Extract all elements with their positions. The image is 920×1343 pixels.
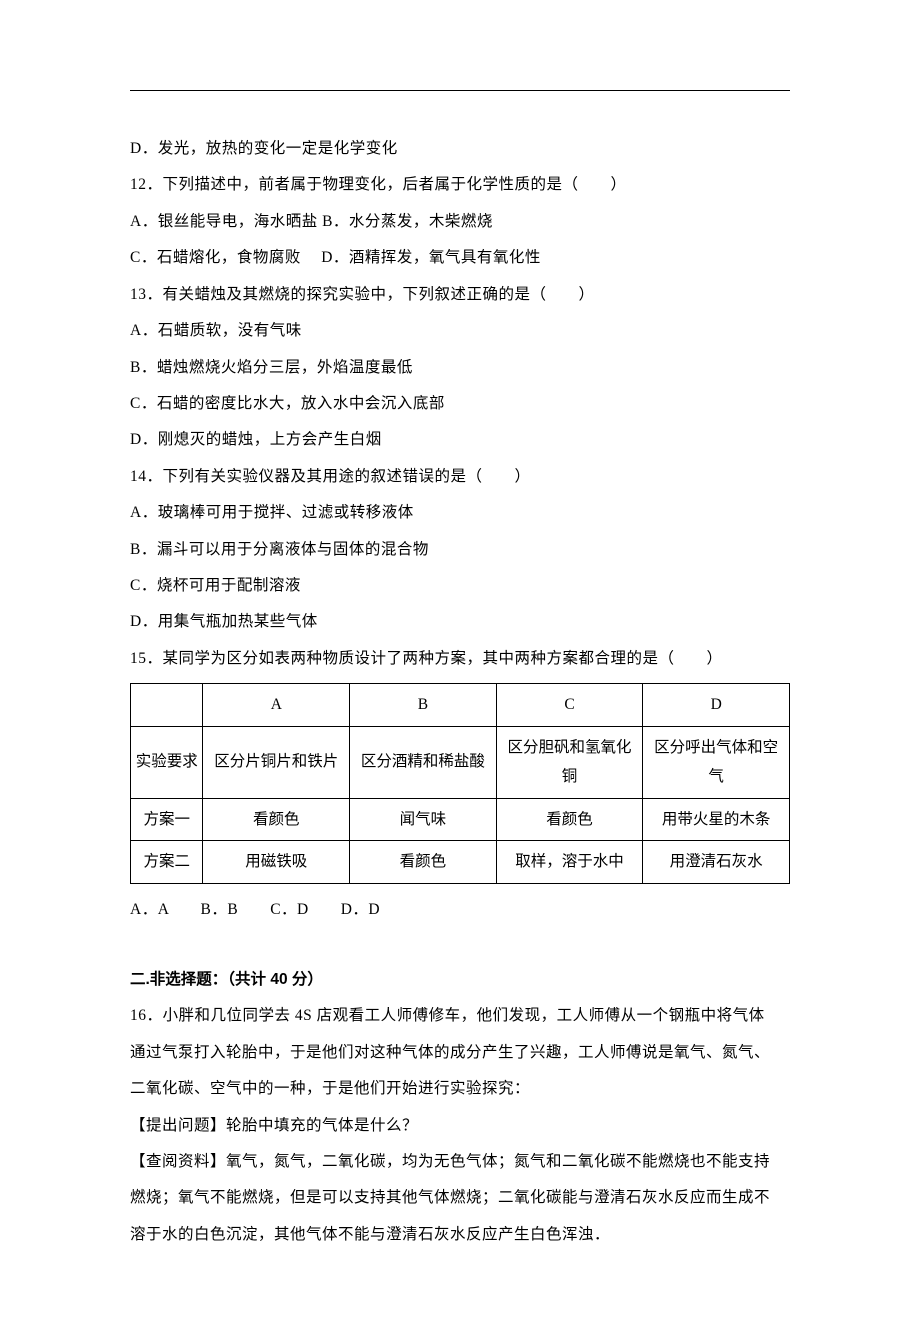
- table-cell: 区分酒精和稀盐酸: [350, 726, 497, 798]
- table-cell: 用澄清石灰水: [643, 841, 790, 883]
- table-header-cell: C: [496, 684, 643, 726]
- table-row: 方案一 看颜色 闻气味 看颜色 用带火星的木条: [131, 798, 790, 840]
- q14-option-d: D．用集气瓶加热某些气体: [130, 604, 790, 640]
- q16-line-3: 二氧化碳、空气中的一种，于是他们开始进行实验探究：: [130, 1071, 790, 1107]
- page: D．发光，放热的变化一定是化学变化 12．下列描述中，前者属于物理变化，后者属于…: [0, 0, 920, 1343]
- q12-options-cd: C．石蜡熔化，食物腐败 D．酒精挥发，氧气具有氧化性: [130, 240, 790, 276]
- q16-reference-2: 燃烧；氧气不能燃烧，但是可以支持其他气体燃烧；二氧化碳能与澄清石灰水反应而生成不: [130, 1180, 790, 1216]
- q14-option-b: B．漏斗可以用于分离液体与固体的混合物: [130, 532, 790, 568]
- table-row: A B C D: [131, 684, 790, 726]
- table-header-cell: A: [203, 684, 350, 726]
- q16-raise-question: 【提出问题】轮胎中填充的气体是什么？: [130, 1108, 790, 1144]
- q16-line-1: 16．小胖和几位同学去 4S 店观看工人师傅修车，他们发现，工人师傅从一个钢瓶中…: [130, 998, 790, 1034]
- table-cell: 用带火星的木条: [643, 798, 790, 840]
- q15-answer-options: A．A B．B C．D D．D: [130, 892, 790, 928]
- table-cell: 方案二: [131, 841, 203, 883]
- section-2-title: 二.非选择题：（共计 40 分）: [130, 962, 790, 998]
- table-header-cell: D: [643, 684, 790, 726]
- table-cell: 区分片铜片和铁片: [203, 726, 350, 798]
- table-cell: 实验要求: [131, 726, 203, 798]
- q14-option-c: C．烧杯可用于配制溶液: [130, 568, 790, 604]
- q14-option-a: A．玻璃棒可用于搅拌、过滤或转移液体: [130, 495, 790, 531]
- table-cell: 看颜色: [203, 798, 350, 840]
- q15-table: A B C D 实验要求 区分片铜片和铁片 区分酒精和稀盐酸 区分胆矾和氢氧化铜…: [130, 683, 790, 883]
- table-row: 方案二 用磁铁吸 看颜色 取样，溶于水中 用澄清石灰水: [131, 841, 790, 883]
- table-cell: 方案一: [131, 798, 203, 840]
- spacer: [130, 928, 790, 938]
- q13-option-c: C．石蜡的密度比水大，放入水中会沉入底部: [130, 386, 790, 422]
- q16-line-2: 通过气泵打入轮胎中，于是他们对这种气体的成分产生了兴趣，工人师傅说是氧气、氮气、: [130, 1035, 790, 1071]
- table-cell: 区分呼出气体和空气: [643, 726, 790, 798]
- q13-stem: 13．有关蜡烛及其燃烧的探究实验中，下列叙述正确的是（ ）: [130, 277, 790, 313]
- table-row: 实验要求 区分片铜片和铁片 区分酒精和稀盐酸 区分胆矾和氢氧化铜 区分呼出气体和…: [131, 726, 790, 798]
- q14-stem: 14．下列有关实验仪器及其用途的叙述错误的是（ ）: [130, 459, 790, 495]
- q16-reference-3: 溶于水的白色沉淀，其他气体不能与澄清石灰水反应产生白色浑浊．: [130, 1217, 790, 1253]
- table-header-cell: [131, 684, 203, 726]
- table-header-cell: B: [350, 684, 497, 726]
- table-cell: 取样，溶于水中: [496, 841, 643, 883]
- q13-option-b: B．蜡烛燃烧火焰分三层，外焰温度最低: [130, 350, 790, 386]
- q12-options-ab: A．银丝能导电，海水晒盐 B．水分蒸发，木柴燃烧: [130, 204, 790, 240]
- table-cell: 闻气味: [350, 798, 497, 840]
- q13-option-a: A．石蜡质软，没有气味: [130, 313, 790, 349]
- q12-stem: 12．下列描述中，前者属于物理变化，后者属于化学性质的是（ ）: [130, 167, 790, 203]
- table-cell: 看颜色: [350, 841, 497, 883]
- top-rule: [130, 90, 790, 91]
- q13-option-d: D．刚熄灭的蜡烛，上方会产生白烟: [130, 422, 790, 458]
- table-cell: 用磁铁吸: [203, 841, 350, 883]
- q16-reference-1: 【查阅资料】氧气，氮气，二氧化碳，均为无色气体；氮气和二氧化碳不能燃烧也不能支持: [130, 1144, 790, 1180]
- q11-option-d: D．发光，放热的变化一定是化学变化: [130, 131, 790, 167]
- q15-stem: 15．某同学为区分如表两种物质设计了两种方案，其中两种方案都合理的是（ ）: [130, 641, 790, 677]
- table-cell: 看颜色: [496, 798, 643, 840]
- table-cell: 区分胆矾和氢氧化铜: [496, 726, 643, 798]
